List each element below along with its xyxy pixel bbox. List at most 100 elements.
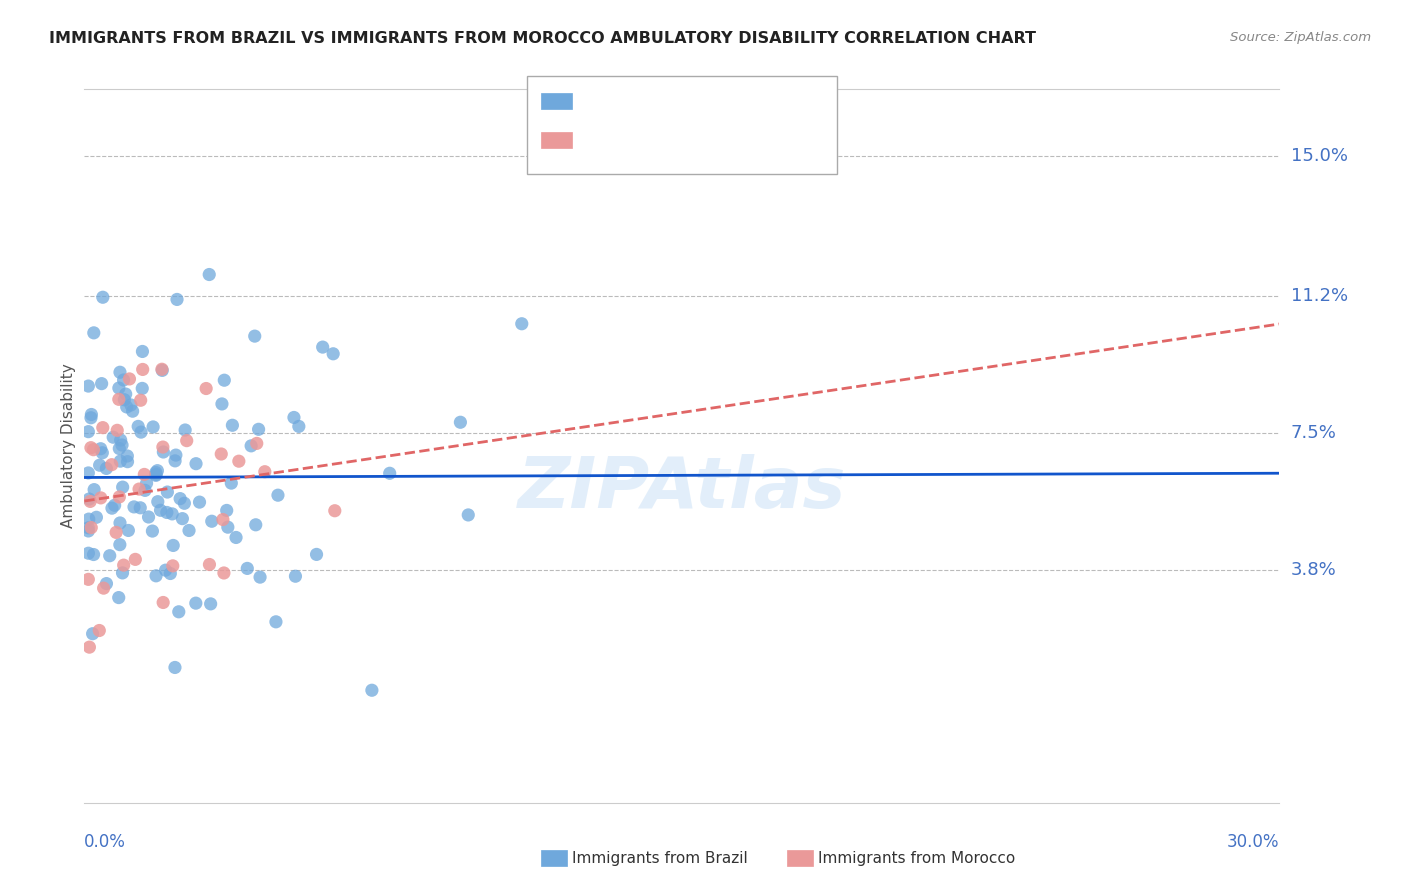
Point (146, 494, 169, 508)
Point (457, 508, 479, 522)
Point (245, 517, 267, 532)
Point (449, 415, 471, 429)
Point (198, 268, 221, 282)
Point (90, 442, 112, 456)
Point (107, 591, 129, 605)
Point (145, 468, 167, 483)
Point (100, 458, 122, 472)
Point (150, 362, 173, 376)
Point (86, 510, 108, 524)
Point (80, 410, 103, 425)
Point (228, 454, 250, 468)
Point (176, 434, 198, 448)
Point (77, 524, 100, 538)
Point (162, 558, 184, 573)
Point (246, 436, 269, 450)
Point (82, 442, 104, 457)
Point (134, 483, 156, 498)
Point (267, 488, 290, 502)
Text: 0.336: 0.336 (619, 92, 671, 110)
Point (108, 365, 131, 379)
Point (79, 640, 101, 654)
Point (77, 572, 100, 586)
Point (165, 454, 187, 468)
Point (167, 605, 190, 619)
Point (108, 538, 131, 552)
Point (104, 498, 127, 512)
Point (166, 293, 188, 307)
Point (209, 447, 232, 461)
Point (323, 504, 346, 518)
Point (111, 480, 134, 494)
Point (142, 420, 165, 434)
Point (77, 379, 100, 393)
Point (110, 454, 132, 468)
Point (212, 566, 235, 580)
Point (215, 503, 238, 517)
Point (135, 476, 157, 491)
Point (149, 503, 172, 517)
Point (150, 363, 173, 377)
Point (160, 507, 183, 521)
Point (162, 538, 184, 552)
Text: 30.0%: 30.0% (1227, 833, 1279, 851)
Point (145, 569, 167, 583)
Text: IMMIGRANTS FROM BRAZIL VS IMMIGRANTS FROM MOROCCO AMBULATORY DISABILITY CORRELAT: IMMIGRANTS FROM BRAZIL VS IMMIGRANTS FRO… (49, 31, 1036, 46)
Point (152, 440, 174, 454)
Point (108, 381, 131, 395)
Text: Immigrants from Brazil: Immigrants from Brazil (572, 851, 748, 865)
Point (91, 446, 114, 460)
Point (174, 423, 197, 437)
Point (77, 425, 100, 439)
Point (108, 442, 131, 456)
Text: 0.269: 0.269 (619, 131, 671, 149)
Text: Immigrants from Morocco: Immigrants from Morocco (818, 851, 1015, 865)
Point (172, 511, 194, 525)
Text: ZIPAtlas: ZIPAtlas (517, 454, 846, 524)
Point (288, 419, 311, 434)
Text: 0.0%: 0.0% (84, 833, 127, 851)
Point (110, 433, 132, 447)
Point (201, 514, 224, 528)
Point (312, 340, 335, 354)
Y-axis label: Ambulatory Disability: Ambulatory Disability (60, 364, 76, 528)
Point (198, 558, 221, 572)
Point (163, 660, 186, 674)
Point (90, 491, 112, 505)
Point (156, 485, 179, 500)
Point (165, 448, 187, 462)
Point (77, 521, 100, 535)
Point (264, 615, 287, 629)
Point (131, 381, 153, 395)
Point (217, 520, 239, 534)
Point (305, 548, 328, 562)
Point (112, 392, 135, 407)
Point (83, 326, 105, 340)
Point (284, 569, 307, 583)
Point (129, 500, 152, 515)
Point (134, 467, 156, 482)
Text: Source: ZipAtlas.com: Source: ZipAtlas.com (1230, 31, 1371, 45)
Point (77, 512, 100, 526)
Point (253, 465, 276, 479)
Point (221, 476, 243, 491)
Point (131, 362, 153, 376)
Point (322, 347, 344, 361)
Point (122, 500, 145, 514)
Point (152, 595, 174, 609)
Point (155, 563, 177, 577)
Point (103, 430, 125, 444)
Point (131, 344, 153, 359)
Point (93, 581, 115, 595)
Point (115, 400, 138, 414)
Point (145, 467, 167, 482)
Point (108, 490, 131, 504)
Point (111, 438, 134, 452)
Text: 15.0%: 15.0% (1291, 147, 1347, 165)
Point (184, 457, 207, 471)
Text: R =: R = (581, 131, 617, 149)
Point (221, 418, 243, 433)
Point (91, 420, 114, 434)
Point (91, 290, 114, 304)
Point (145, 466, 167, 480)
